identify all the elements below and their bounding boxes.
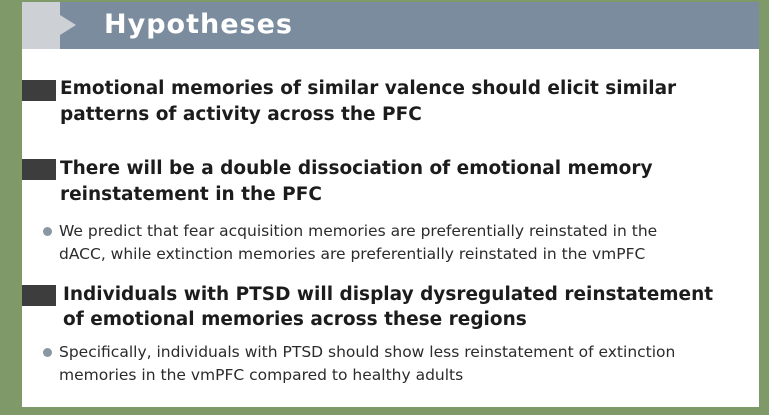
header-arrow-icon [60,15,76,35]
bullet-square-icon [22,159,56,180]
hypothesis-2-line-1: There will be a double dissociation of e… [60,158,653,179]
hypothesis-2-line-2: reinstatement in the PFC [60,184,322,205]
hypothesis-1-line-2: patterns of activity across the PFC [60,104,422,125]
hypothesis-3-detail-line-1: Specifically, individuals with PTSD shou… [59,343,676,361]
bullet-square-icon [22,285,56,306]
header-tab [22,2,60,49]
hypothesis-1-line-1: Emotional memories of similar valence sh… [60,78,677,99]
bullet-square-icon [22,80,56,101]
hypothesis-3-line-2: of emotional memories across these regio… [63,309,527,330]
sub-bullet-dot-icon [43,348,52,357]
hypothesis-3-detail-line-2: memories in the vmPFC compared to health… [59,366,464,384]
hypothesis-2-detail-line-1: We predict that fear acquisition memorie… [59,222,658,240]
sub-bullet-dot-icon [43,227,52,236]
hypotheses-panel: Hypotheses Emotional memories of similar… [22,2,759,407]
header-bar: Hypotheses [22,2,759,49]
hypothesis-2-detail-line-2: dACC, while extinction memories are pref… [59,245,646,263]
hypothesis-3-line-1: Individuals with PTSD will display dysre… [63,284,714,305]
page-title: Hypotheses [104,9,293,40]
